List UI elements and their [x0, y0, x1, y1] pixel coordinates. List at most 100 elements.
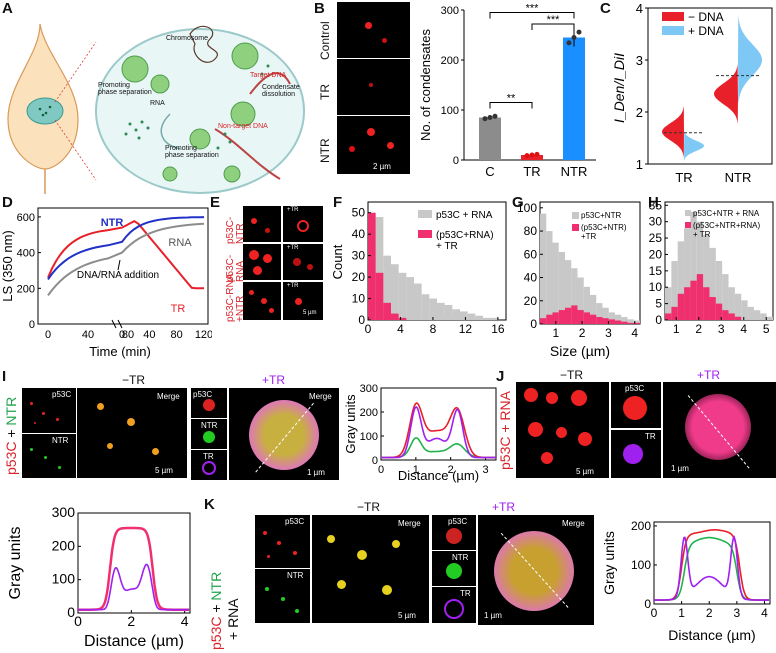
chart-b-ytick-label: 200	[441, 55, 459, 67]
chartJ-xtick-label: 4	[181, 613, 189, 629]
chart-d-label-ntr: NTR	[101, 217, 124, 229]
micrograph-j-p53c: p53C	[611, 382, 661, 428]
rna-label: RNA	[150, 100, 165, 107]
row-label-e3: p53C-RNA +NTR	[225, 273, 246, 322]
chartH-bar-pink	[709, 297, 716, 320]
chart-b-point	[576, 29, 582, 35]
chartH-xtick-label: 4	[740, 322, 747, 336]
micrograph-k-ntr: NTR	[255, 569, 310, 623]
chartJ-ytick-label: 0	[67, 604, 75, 620]
chartF-bar-grey	[421, 294, 430, 320]
chartJ-ylabel: Gray units	[7, 527, 24, 600]
chartG-bar-grey	[552, 242, 559, 324]
chartG-bar-pink	[558, 310, 565, 324]
chartG-bar-pink	[596, 317, 603, 324]
chartF-legend-pink-0: (p53C+RNA)	[436, 230, 494, 241]
chart-c-legend-plus: + DNA	[688, 24, 724, 38]
chartH-legend-pink-0: (p53C+NTR+RNA)	[693, 221, 760, 230]
panel-d-label: D	[2, 194, 13, 211]
chart-b-point	[524, 153, 530, 159]
chartH-bar-pink	[715, 303, 723, 320]
chart-c-ytick-label: 4	[636, 1, 643, 16]
chartJ-line-tr	[78, 563, 190, 611]
chartF-xtick-label: 12	[459, 322, 473, 336]
chartK-xtick-label: 0	[651, 606, 658, 620]
chartG-xlabel: Size (µm)	[550, 343, 610, 359]
chartK-frame	[653, 521, 771, 605]
micrograph-k-zoom-merge: Merge 1 µm	[478, 515, 594, 625]
chart-b-category: TR	[523, 164, 540, 179]
scale-bar-k-1: 5 µm	[398, 611, 416, 620]
chartG-bar-pink	[621, 321, 628, 324]
chart-d-frame	[37, 207, 209, 325]
micrograph-e3-a	[243, 282, 281, 320]
chartG-bar-pink	[590, 314, 597, 324]
chart-d-axis-break	[111, 319, 123, 329]
chartH-bar-grey	[734, 293, 742, 320]
chart-d-ytick-label: 200	[17, 283, 35, 295]
row-label-tr: TR	[318, 84, 332, 100]
chartI-ytick-label: 0	[372, 455, 378, 467]
chartG-bar-pink	[627, 322, 634, 324]
chart-d-ytick-label: 0	[29, 319, 35, 331]
chart-b-bracket	[489, 102, 533, 109]
chartH-bar-grey	[747, 306, 754, 320]
chart-c-legend-swatch-minus	[662, 12, 684, 21]
chartH-bar-grey	[665, 287, 672, 320]
condensate-dissolution-label: Condensate dissolution	[262, 84, 300, 98]
chartH-xtick-label: 5	[763, 322, 770, 336]
chartG-ytick-label: 100	[517, 201, 537, 215]
chart-c-category: NTR	[725, 170, 752, 185]
chartF-bar-grey	[406, 277, 414, 320]
nucleus-shape	[26, 97, 64, 125]
chart-b-bracket	[489, 12, 575, 19]
chartH-bar-pink	[703, 287, 710, 320]
chart-b-significance: **	[507, 93, 516, 105]
chartH-bar-grey	[696, 221, 704, 320]
chartF-ylabel: Count	[330, 244, 345, 279]
micrograph-i-zoom-tr: TR	[191, 450, 227, 480]
chartH-xtick-label: 1	[673, 322, 680, 336]
chartF-xtick-label: 0	[365, 322, 372, 336]
chart-c-category: TR	[675, 170, 692, 185]
chartF-xtick-label: 8	[430, 322, 437, 336]
chart-d-xtick-label: 0	[45, 329, 51, 341]
chart-c-frame	[647, 7, 773, 165]
chartG-legend-pink-1: +TR	[581, 232, 597, 241]
chartH-legend-swatch-grey	[685, 210, 691, 216]
chartF-ytick-label: 20	[352, 270, 366, 284]
chart-b-ytick-label: 100	[441, 105, 459, 117]
chartG-bar-grey	[621, 317, 628, 324]
plus-tr-j: +TR	[697, 368, 721, 382]
chart-b-point	[534, 151, 540, 157]
promoting-phase-separation-label-2: Promoting phase separation	[165, 145, 219, 159]
chartF-xtick-label: 16	[491, 322, 505, 336]
chartG-bar-grey	[565, 260, 572, 324]
chartK-ytick-label: 200	[631, 519, 651, 533]
micrograph-i-merge: Merge 5 µm	[77, 388, 187, 478]
chartI-line-p53c	[381, 402, 496, 459]
chartH-bar-grey	[728, 287, 735, 320]
chartI-xtick-label: 2	[448, 464, 454, 476]
micrograph-j-tr: TR	[611, 430, 661, 478]
chartH-bar-pink	[677, 293, 685, 320]
chart-d-label-tr: TR	[171, 303, 186, 315]
panel-k-label: K	[204, 496, 215, 513]
chartG-bar-grey	[546, 231, 553, 324]
chartK-ytick-label: 0	[644, 597, 651, 611]
chart-g: 1 2 3 4020406080100p53C+NTR(p53C+NTR)+TRSiz…	[517, 201, 641, 359]
scale-bar-b: 2 µm	[373, 162, 391, 171]
chart-c: 1 2 3 4 TR NTR − DNA+ DNA I_Den/I_DiI	[611, 1, 773, 185]
chartK-xlabel: Distance (µm)	[668, 627, 755, 643]
side-label-k: p53C + NTR	[208, 571, 224, 650]
chartG-bar-grey	[627, 319, 634, 324]
chartH-legend-swatch-pink	[685, 222, 691, 228]
chartI-ylabel: Gray units	[343, 394, 358, 454]
row-label-control: Control	[318, 21, 332, 60]
chartH-bar-grey	[760, 313, 767, 320]
chartH-bar-grey	[671, 261, 678, 320]
panel-j-label: J	[496, 368, 505, 385]
chartK-xtick-label: 3	[734, 606, 741, 620]
scale-bar-e: 5 µm	[303, 310, 317, 316]
chartK-line-tr	[654, 535, 769, 601]
